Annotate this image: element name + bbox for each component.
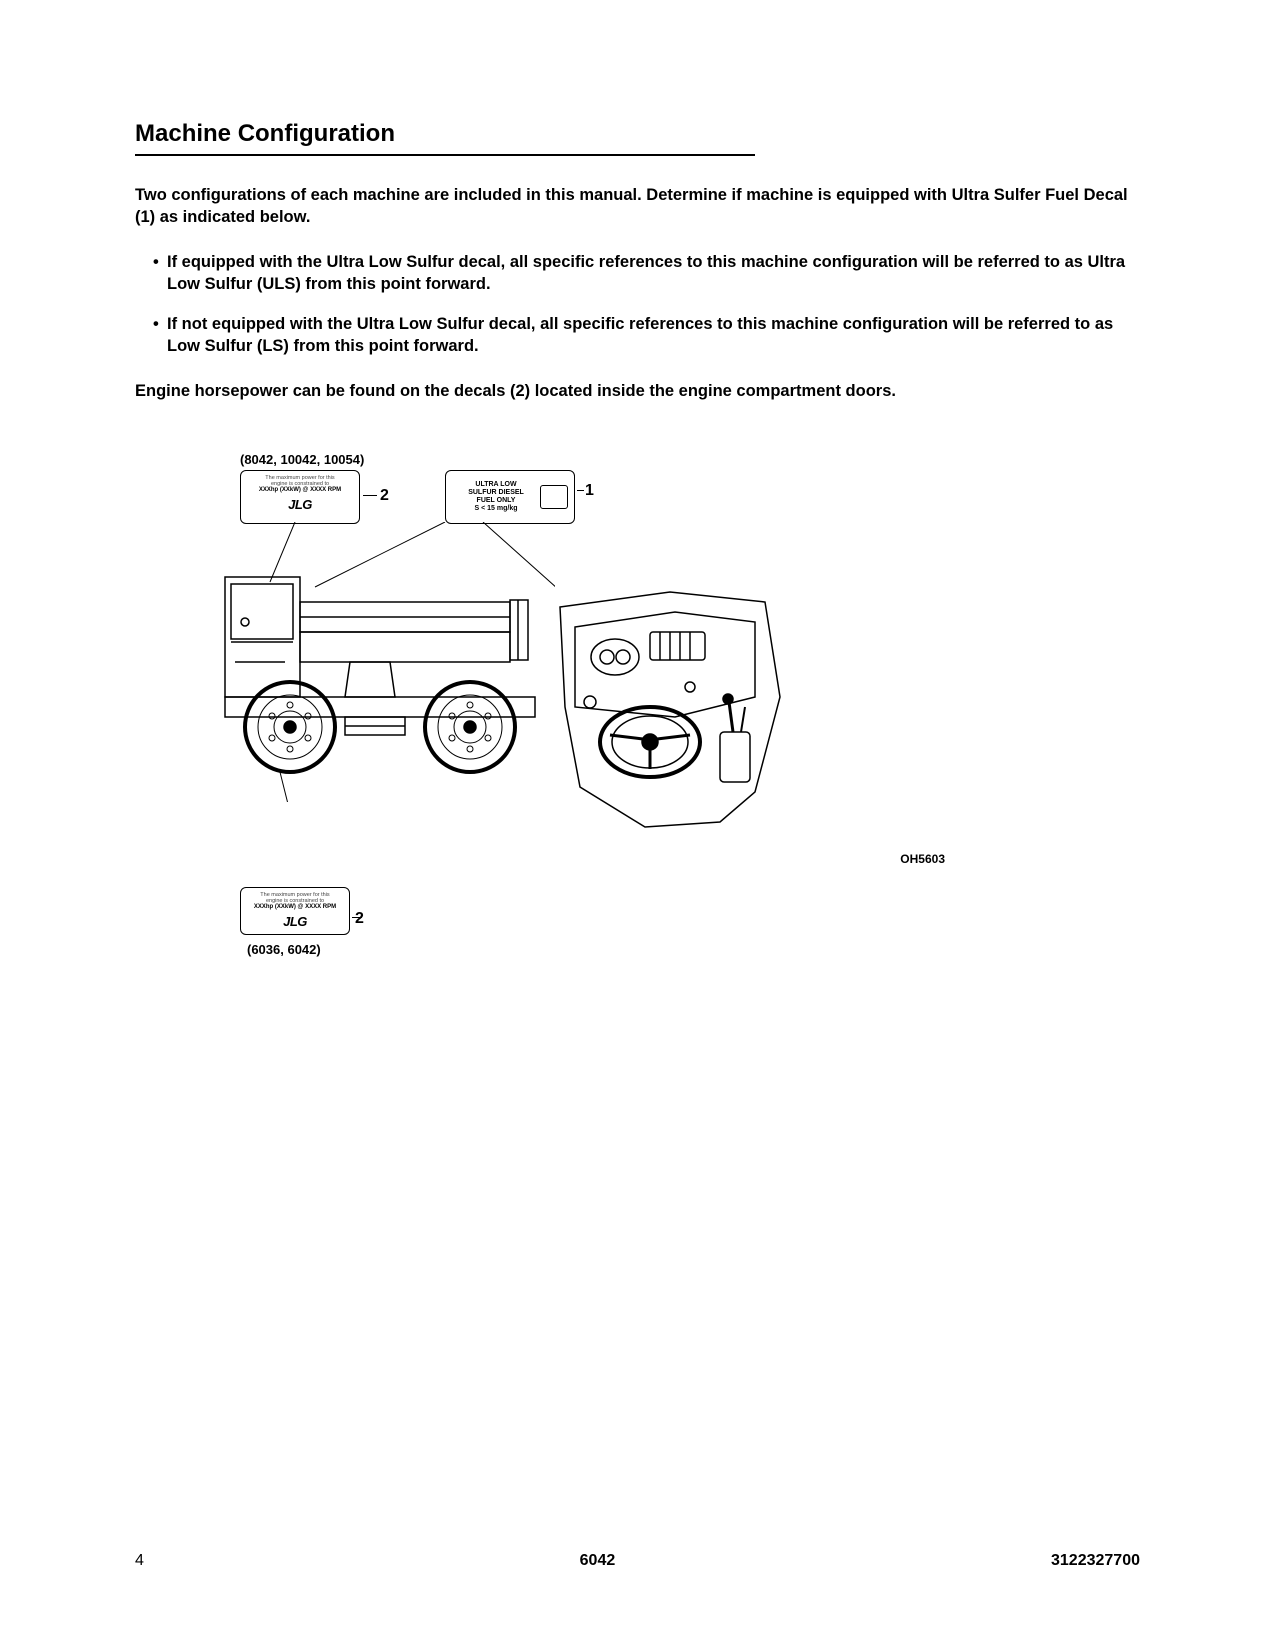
callout-2: 2 <box>380 487 389 505</box>
decal-line: XXXhp (XXkW) @ XXXX RPM <box>247 487 353 494</box>
jlg-logo: JLG <box>247 914 343 929</box>
bullet-item: If not equipped with the Ultra Low Sulfu… <box>153 313 1140 358</box>
fuel-pump-icon <box>540 485 568 509</box>
leader-line <box>577 490 584 491</box>
figure-reference-code: OH5603 <box>900 852 945 866</box>
section-title: Machine Configuration <box>135 120 755 156</box>
leader-line <box>363 495 377 496</box>
callout-1: 1 <box>585 482 594 500</box>
decal-line: The maximum power for this <box>247 892 343 898</box>
page-number: 4 <box>135 1552 144 1570</box>
footer-model: 6042 <box>580 1552 616 1570</box>
page-footer: 4 6042 3122327700 <box>0 1552 1275 1570</box>
callout-2: 2 <box>355 910 364 928</box>
uls-line: S < 15 mg/kg <box>452 505 540 513</box>
models-bottom-label: (6036, 6042) <box>247 942 321 957</box>
footer-doc-number: 3122327700 <box>1051 1552 1140 1570</box>
bullet-list: If equipped with the Ultra Low Sulfur de… <box>135 251 1140 358</box>
decal-line: XXXhp (XXkW) @ XXXX RPM <box>247 904 343 911</box>
hp-decal-bottom: The maximum power for this engine is con… <box>240 887 350 935</box>
uls-line: FUEL ONLY <box>452 497 540 505</box>
hp-decal-top: The maximum power for this engine is con… <box>240 470 360 524</box>
uls-decal: ULTRA LOW SULFUR DIESEL FUEL ONLY S < 15… <box>445 470 575 524</box>
dashboard-drawing <box>555 587 785 847</box>
intro-paragraph: Two configurations of each machine are i… <box>135 184 1140 229</box>
uls-line: SULFUR DIESEL <box>452 489 540 497</box>
telehandler-drawing <box>195 522 555 802</box>
uls-line: ULTRA LOW <box>452 481 540 489</box>
jlg-logo: JLG <box>247 497 353 512</box>
diagram: (8042, 10042, 10054) The maximum power f… <box>185 452 945 972</box>
bullet-item: If equipped with the Ultra Low Sulfur de… <box>153 251 1140 296</box>
hp-paragraph: Engine horsepower can be found on the de… <box>135 380 1140 402</box>
page: Machine Configuration Two configurations… <box>0 0 1275 1650</box>
models-top-label: (8042, 10042, 10054) <box>240 452 364 467</box>
uls-text: ULTRA LOW SULFUR DIESEL FUEL ONLY S < 15… <box>452 481 540 513</box>
